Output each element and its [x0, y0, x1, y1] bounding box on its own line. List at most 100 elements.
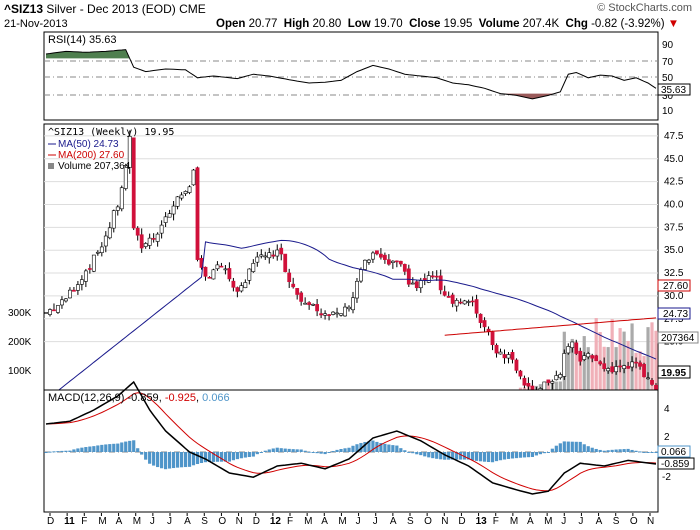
x-tick-label: F [493, 516, 499, 527]
macd-hist-bar [546, 452, 550, 453]
macd-hist-bar [108, 444, 112, 452]
candle-body [626, 365, 630, 369]
macd-hist-bar [44, 452, 48, 453]
candle-body [211, 269, 216, 280]
volume-value: 207.4K [522, 18, 560, 30]
macd-hist-bar [275, 447, 279, 452]
ma200-tag: 27.60 [663, 281, 688, 292]
candle-body [450, 294, 455, 304]
x-tick-label: M [304, 516, 312, 527]
macd-hist-bar [534, 452, 538, 456]
ohlc-stats: Open 20.77 High 20.80 Low 19.70 Close 19… [216, 18, 680, 30]
macd-hist-bar [558, 443, 562, 452]
candle-body [355, 280, 359, 299]
macd-tick: 4 [664, 404, 670, 415]
candle-body [426, 275, 431, 283]
volume-bar [578, 352, 582, 402]
candle-body [179, 194, 184, 199]
macd-hist-bar [419, 452, 423, 456]
candle-body [219, 265, 224, 268]
candle-body [79, 279, 84, 285]
macd-label: MACD(12,26,9) -0.859, -0.925, 0.066 [48, 392, 230, 404]
macd-hist-bar [403, 450, 407, 452]
macd-hist-bar [92, 446, 96, 452]
candle-body [151, 238, 156, 240]
macd-hist-bar [231, 452, 235, 461]
macd-hist-bar [602, 450, 606, 452]
macd-hist-bar [152, 452, 156, 466]
macd-hist-bar [235, 452, 239, 460]
macd-hist-bar [566, 441, 570, 452]
candle-body [319, 313, 323, 316]
candle-body [271, 254, 276, 257]
x-tick-label: J [561, 516, 566, 527]
macd-hist-bar [68, 450, 72, 452]
macd-hist-bar [550, 448, 554, 452]
macd-hist-bar [506, 452, 511, 459]
macd-hist-bar [427, 452, 431, 458]
candle-body [590, 355, 595, 359]
macd-hist-bar [116, 443, 120, 452]
macd-hist-bar [287, 448, 291, 452]
macd-hist-bar [447, 452, 451, 460]
candle-body [398, 260, 403, 265]
candle-body [542, 381, 547, 391]
candle-body [650, 379, 654, 385]
macd-hist-bar [64, 450, 68, 452]
macd-hist-bar [339, 449, 343, 452]
vol-tick: 200K [8, 337, 32, 348]
macd-hist-bar [606, 450, 610, 452]
volume-bar [638, 351, 642, 402]
candle-body [303, 302, 308, 305]
candle-body [438, 275, 443, 291]
candle-body [327, 314, 331, 316]
macd-hist-bar [52, 451, 56, 453]
macd-hist-bar [359, 442, 363, 452]
candle-body [60, 299, 64, 306]
candle-body [315, 304, 320, 312]
candle-body [83, 270, 88, 282]
x-tick-label: J [578, 516, 583, 527]
macd-hist-bar [259, 452, 263, 453]
x-tick-label: J [373, 516, 378, 527]
macd-hist-bar [323, 452, 327, 455]
candle-body [331, 311, 335, 315]
candle-body [406, 268, 411, 285]
candle-body [506, 354, 511, 359]
macd-hist-bar [243, 452, 247, 458]
x-tick-label: J [150, 516, 155, 527]
macd-hist-bar [279, 448, 283, 452]
candle-body [287, 272, 292, 283]
macd-hist-bar [136, 448, 140, 452]
price-tick: 35.0 [664, 245, 684, 256]
x-tick-label: S [201, 516, 208, 527]
stockcharts-brand[interactable]: © StockCharts.com [597, 2, 692, 14]
candle-body [251, 263, 256, 272]
x-tick-label: S [407, 516, 414, 527]
volume-bar [634, 352, 638, 402]
macd-hist-bar [582, 444, 586, 452]
macd-hist-bar [526, 452, 531, 458]
candle-body [478, 313, 483, 323]
macd-hist-tag: 0.066 [661, 447, 686, 458]
candle-body [335, 312, 339, 315]
candle-body [115, 206, 120, 211]
macd-hist-bar [319, 452, 323, 454]
x-tick-label: M [544, 516, 552, 527]
candle-body [382, 254, 387, 260]
macd-hist-bar [331, 450, 335, 452]
macd-hist-bar [227, 452, 231, 462]
candle-body [243, 282, 248, 289]
macd-hist-bar [156, 452, 160, 468]
macd-hist-bar [363, 441, 367, 452]
candle-body [446, 296, 451, 298]
close-value: 19.95 [443, 18, 473, 30]
candle-body [347, 306, 351, 310]
candle-body [87, 268, 92, 270]
volume-bar [590, 356, 594, 402]
macd-hist-bar [307, 451, 311, 453]
macd-hist-bar [132, 440, 136, 452]
volume-bar [582, 336, 586, 402]
macd-line-tag: -0.859 [661, 459, 690, 470]
